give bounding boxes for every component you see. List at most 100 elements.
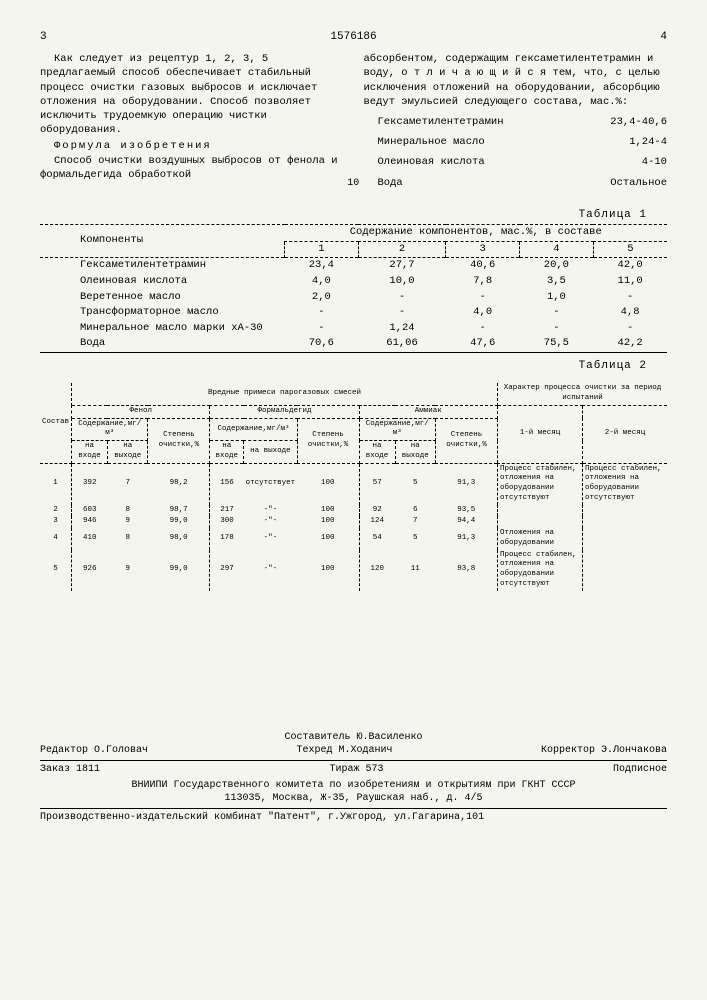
table1-label: Таблица 1: [40, 208, 647, 222]
t2-val: 91,3: [435, 528, 497, 550]
t2-row: 2603898,7217-"-10092693,5: [40, 505, 667, 517]
t2-n: 5: [40, 550, 72, 591]
t1-val: 4,8: [593, 305, 667, 321]
t2-val: -"-: [244, 516, 298, 528]
t1-row: Вода70,661,0647,675,542,2: [40, 336, 667, 352]
t2-char1: Процесс стабилен, отложения на оборудова…: [498, 550, 583, 591]
t2-sub-step: Степень очистки,%: [435, 418, 497, 463]
t1-col: 2: [358, 241, 446, 258]
t2-sub-sod: Содержание,мг/м³: [210, 418, 297, 441]
t2-val: 156: [210, 463, 244, 505]
t2-val: 603: [72, 505, 108, 517]
t2-char1: [498, 516, 583, 528]
t2-val: 94,4: [435, 516, 497, 528]
t1-row: Минеральное масло марки хА-30-1,24---: [40, 321, 667, 337]
t1-val: -: [520, 305, 594, 321]
t2-val: 92: [359, 505, 395, 517]
t2-char1: Отложения на оборудовании: [498, 528, 583, 550]
composition-list: Гексаметилентетрамин 23,4-40,6 Минеральное…: [364, 115, 668, 190]
t1-val: 20,0: [520, 258, 594, 274]
t1-val: 27,7: [358, 258, 446, 274]
comp-name: Гексаметилентетрамин: [378, 115, 504, 129]
t2-val: 54: [359, 528, 395, 550]
t2-val: 297: [210, 550, 244, 591]
t2-val: 7: [107, 463, 147, 505]
t1-val: 70,6: [285, 336, 359, 352]
f6: Производственно-издательский комбинат "П…: [40, 808, 667, 824]
t2-char2: [583, 528, 668, 550]
t2-h-char: Характер процесса очистки за период испы…: [498, 383, 668, 405]
t2-vx: на входе: [210, 441, 244, 464]
t2-group: Аммиак: [359, 405, 497, 418]
t1-h-content: Содержание компонентов, мас.%, в составе: [285, 224, 668, 241]
t2-val: 99,0: [148, 550, 210, 591]
t2-val: 98,0: [148, 528, 210, 550]
composition-row: Минеральное масло1,24-4: [378, 135, 668, 149]
t2-char1: Процесс стабилен, отложения на оборудова…: [498, 463, 583, 505]
t1-name: Веретенное масло: [40, 290, 285, 306]
t2-val: 100: [297, 463, 359, 505]
t2-char1: [498, 505, 583, 517]
t2-val: -"-: [244, 528, 298, 550]
t1-val: 1,24: [358, 321, 446, 337]
comp-val: 23,4-40,6: [610, 115, 667, 129]
t2-val: 5: [395, 463, 435, 505]
f5: 113035, Москва, Ж-35, Раушская наб., д. …: [40, 792, 667, 805]
t2-sub-step: Степень очистки,%: [148, 418, 210, 463]
t1-val: 3,5: [520, 274, 594, 290]
f2c: Корректор Э.Лончакова: [541, 744, 667, 757]
comp-name: Вода: [378, 176, 403, 190]
comp-name: Минеральное масло: [378, 135, 485, 149]
composition-row: Гексаметилентетрамин 23,4-40,6: [378, 115, 668, 129]
table2-label: Таблица 2: [40, 359, 647, 373]
comp-val: Остальное: [610, 176, 667, 190]
f3b: Тираж 573: [329, 763, 383, 776]
t2-group: Формальдегид: [210, 405, 359, 418]
t1-name: Минеральное масло марки хА-30: [40, 321, 285, 337]
t1-name: Олеиновая кислота: [40, 274, 285, 290]
t1-val: 4,0: [285, 274, 359, 290]
t2-row: 5926999,0297-"-1001201193,8Процесс стаби…: [40, 550, 667, 591]
t2-val: отсутствует: [244, 463, 298, 505]
t1-val: -: [285, 321, 359, 337]
t1-val: 42,0: [593, 258, 667, 274]
t2-char2: Процесс стабилен, отложения на оборудова…: [583, 463, 668, 505]
table-2: Состав Вредные примеси парогазовых смесе…: [40, 383, 667, 590]
t1-val: -: [520, 321, 594, 337]
t1-val: -: [446, 321, 520, 337]
t2-val: 5: [395, 528, 435, 550]
t1-val: -: [446, 290, 520, 306]
t1-h-comp: Компоненты: [40, 224, 285, 257]
t1-val: 40,6: [446, 258, 520, 274]
t1-name: Гексаметилентетрамин: [40, 258, 285, 274]
right-column: абсорбентом, содержащим гексаметилентетр…: [364, 52, 668, 195]
t1-val: 61,06: [358, 336, 446, 352]
t2-month2: 2-й месяц: [583, 405, 668, 463]
t2-month1: 1-й месяц: [498, 405, 583, 463]
t2-val: 300: [210, 516, 244, 528]
t2-group: Фенол: [72, 405, 210, 418]
t2-val: 217: [210, 505, 244, 517]
t2-sub-step: Степень очистки,%: [297, 418, 359, 463]
t1-val: 7,8: [446, 274, 520, 290]
left-column: Как следует из рецептур 1, 2, 3, 5 предл…: [40, 52, 344, 195]
t2-val: -"-: [244, 550, 298, 591]
t2-val: 91,3: [435, 463, 497, 505]
t1-row: Веретенное масло2,0--1,0-: [40, 290, 667, 306]
t2-sub-sod: Содержание,мг/м³: [72, 418, 148, 441]
t2-val: 7: [395, 516, 435, 528]
t1-val: 10,0: [358, 274, 446, 290]
header-row: 3 1576186 4: [40, 30, 667, 44]
t2-char2: [583, 505, 668, 517]
t2-row: 3946999,0300-"-100124794,4: [40, 516, 667, 528]
f1b: Составитель Ю.Василенко: [284, 731, 422, 744]
t2-val: 178: [210, 528, 244, 550]
para-1: Как следует из рецептур 1, 2, 3, 5 предл…: [40, 52, 344, 137]
page-left: 3: [40, 30, 70, 44]
t2-val: 99,0: [148, 516, 210, 528]
t2-vy: на выходе: [395, 441, 435, 464]
t2-val: 9: [107, 550, 147, 591]
t2-h-top: Вредные примеси парогазовых смесей: [72, 383, 498, 405]
t1-val: -: [285, 305, 359, 321]
composition-row: Олеиновая кислота4-10: [378, 155, 668, 169]
